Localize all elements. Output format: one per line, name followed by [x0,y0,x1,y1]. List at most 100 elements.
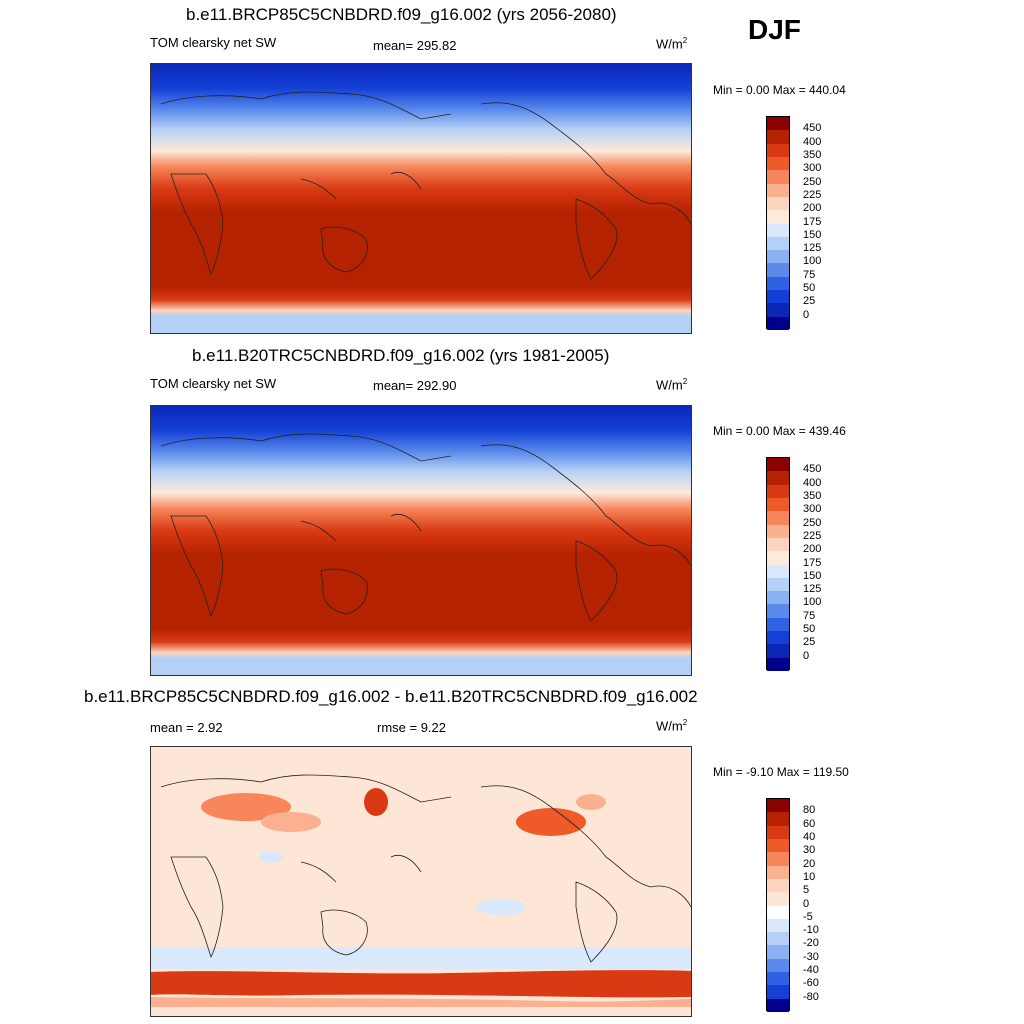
panel-3-colorbar-tick: -80 [803,990,819,1003]
panel-3-map [150,746,692,1017]
colorbar-segment [767,945,789,959]
panel-2-unit-label: W/m2 [656,377,688,393]
colorbar-segment [767,958,789,973]
colorbar-segment [767,303,789,317]
colorbar-segment [767,117,789,131]
panel-3-unit-label: W/m2 [656,718,688,734]
colorbar-segment [767,591,789,605]
colorbar-segment [767,799,789,813]
panel-3-colorbar-tick: -60 [803,977,819,990]
panel-3-mean-label: mean = 2.92 [150,720,223,735]
colorbar-segment [767,985,789,999]
panel-1-colorbar-tick: 225 [803,188,822,201]
panel-3-title: b.e11.BRCP85C5CNBDRD.f09_g16.002 - b.e11… [84,687,698,706]
panel-2-map [150,405,692,676]
panel-3-map-graphic [151,747,691,1016]
panel-2-colorbar-tick: 75 [803,609,816,622]
colorbar-segment [767,183,789,197]
panel-1-colorbar-tick: 100 [803,255,822,268]
panel-3-colorbar-tick: -30 [803,950,819,963]
colorbar-segment [767,617,789,632]
colorbar-segment [767,156,789,171]
panel-2-colorbar-tick: 0 [803,649,810,662]
panel-3-colorbar-tick: 40 [803,830,816,843]
colorbar-segment [767,972,789,986]
panel-1-colorbar-tick: 50 [803,282,816,295]
colorbar-segment [767,631,789,645]
panel-1-colorbar-tick: 125 [803,242,822,255]
panel-2-colorbar-tick: 350 [803,489,822,502]
panel-1-colorbar [766,116,790,330]
colorbar-segment [767,290,789,304]
colorbar-segment [767,458,789,472]
colorbar-segment [767,143,789,157]
panel-1-colorbar-tick: 350 [803,148,822,161]
colorbar-segment [767,223,789,237]
colorbar-segment [767,236,789,251]
colorbar-segment [767,905,789,919]
colorbar-segment [767,825,789,839]
panel-2-mean-label: mean= 292.90 [373,378,457,393]
colorbar-segment [767,564,789,578]
colorbar-segment [767,130,789,144]
colorbar-segment [767,263,789,277]
panel-2-colorbar-tick: 150 [803,569,822,582]
panel-2-colorbar-tick: 50 [803,623,816,636]
panel-1-variable-label: TOM clearsky net SW [150,35,277,50]
panel-3-colorbar-tick: 30 [803,844,816,857]
panel-3-colorbar-tick: 80 [803,804,816,817]
panel-1-unit-label: W/m2 [656,36,688,52]
panel-2-colorbar [766,457,790,671]
panel-1-colorbar-tick: 200 [803,202,822,215]
colorbar-segment [767,918,789,933]
panel-2-colorbar-tick: 100 [803,596,822,609]
colorbar-segment [767,657,789,671]
panel-1-colorbar-tick: 250 [803,175,822,188]
colorbar-segment [767,471,789,485]
panel-1-colorbar-tick: 450 [803,122,822,135]
colorbar-segment [767,537,789,552]
panel-3-colorbar-tick: -40 [803,964,819,977]
panel-3-colorbar-tick: 60 [803,817,816,830]
panel-3-colorbar-tick: -5 [803,910,813,923]
season-label: DJF [748,14,801,45]
colorbar-segment [767,210,789,224]
colorbar-segment [767,644,789,658]
panel-1-mean-label: mean= 295.82 [373,38,457,53]
panel-2-variable-label: TOM clearsky net SW [150,376,277,391]
panel-1-colorbar-tick: 75 [803,268,816,281]
panel-2-colorbar-tick: 450 [803,463,822,476]
panel-2-colorbar-tick: 25 [803,636,816,649]
panel-1-colorbar-tick: 25 [803,295,816,308]
panel-3-colorbar-tick: 10 [803,870,816,883]
colorbar-segment [767,484,789,498]
panel-2-colorbar-tick: 300 [803,503,822,516]
panel-2-colorbar-tick: 200 [803,543,822,556]
colorbar-segment [767,316,789,330]
panel-1-map-graphic [151,64,691,333]
panel-3-colorbar-tick: 0 [803,897,810,910]
panel-1-colorbar-tick: 400 [803,135,822,148]
panel-2-colorbar-tick: 250 [803,516,822,529]
colorbar-segment [767,551,789,565]
panel-1-title: b.e11.BRCP85C5CNBDRD.f09_g16.002 (yrs 20… [186,5,617,24]
panel-1-colorbar-tick: 300 [803,162,822,175]
panel-3-colorbar [766,798,790,1012]
panel-1-colorbar-tick: 150 [803,228,822,241]
panel-2-colorbar-tick: 125 [803,583,822,596]
panel-3-colorbar-tick: 5 [803,884,810,897]
colorbar-segment [767,250,789,264]
panel-1-map [150,63,692,334]
colorbar-segment [767,511,789,525]
panel-3-colorbar-tick: -20 [803,937,819,950]
panel-1-colorbar-tick: 0 [803,308,810,321]
colorbar-segment [767,604,789,618]
panel-2-colorbar-tick: 225 [803,529,822,542]
colorbar-segment [767,170,789,184]
colorbar-segment [767,998,789,1012]
panel-2-colorbar-tick: 400 [803,476,822,489]
colorbar-segment [767,577,789,592]
colorbar-segment [767,892,789,906]
colorbar-segment [767,838,789,853]
panel-3-colorbar-tick: -10 [803,924,819,937]
